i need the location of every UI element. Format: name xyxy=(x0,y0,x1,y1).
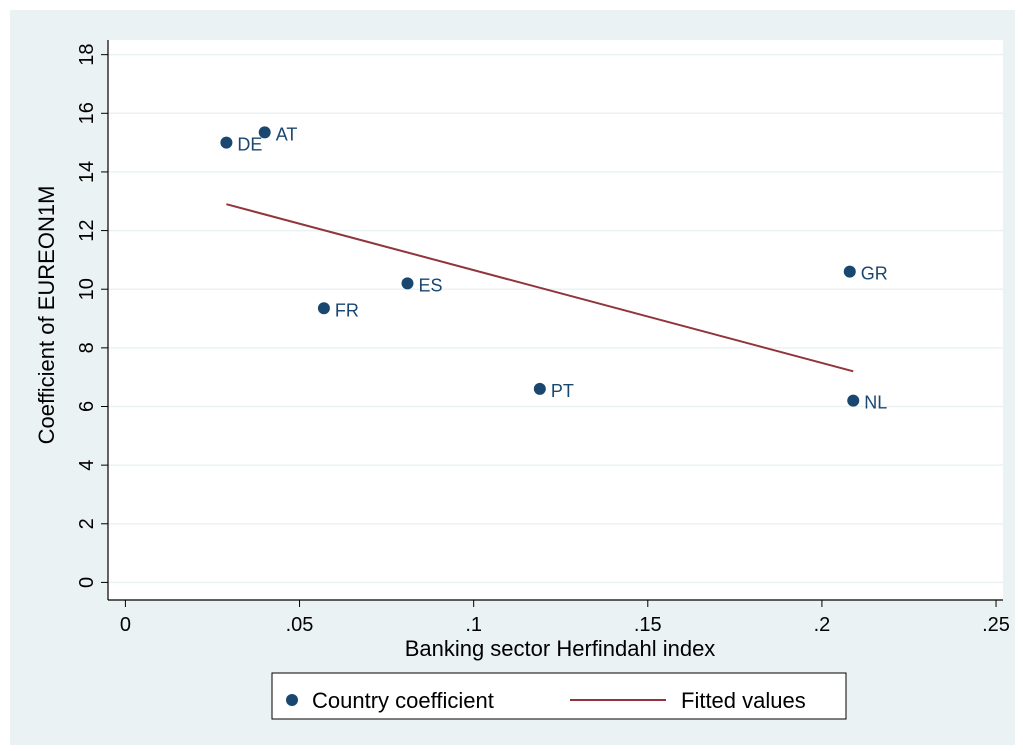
y-tick-label: 2 xyxy=(76,518,98,529)
scatter-points-layer: DE AT FR ES PT GR NL xyxy=(220,124,888,413)
y-tick-label: 10 xyxy=(76,278,98,300)
fitted-line-layer xyxy=(226,203,854,373)
x-tick-label: 0 xyxy=(120,614,131,636)
y-axis-title: Coefficient of EUREON1M xyxy=(34,186,59,445)
data-point-fr xyxy=(317,302,330,315)
x-tick-label: .05 xyxy=(286,614,314,636)
grid-lines xyxy=(108,53,1003,584)
data-point-es xyxy=(401,277,414,290)
y-axis-ticks: 0 2 4 6 8 10 12 14 16 18 xyxy=(76,44,108,588)
data-point-de xyxy=(220,136,233,149)
legend-marker-country-coefficient xyxy=(286,694,298,706)
data-point-gr xyxy=(843,265,856,278)
y-tick-label: 4 xyxy=(76,460,98,471)
plot-area xyxy=(108,40,1003,600)
data-point-nl xyxy=(847,394,860,407)
point-label-nl: NL xyxy=(864,393,887,413)
chart-frame: 0 2 4 6 8 10 12 14 16 18 0 .05 .1 .15 .2 .25 DE AT FR ES P… xyxy=(10,10,1015,745)
legend-box xyxy=(271,672,847,720)
point-label-fr: FR xyxy=(335,300,359,320)
x-axis-ticks: 0 .05 .1 .15 .2 .25 xyxy=(120,600,1010,636)
point-label-at: AT xyxy=(276,124,298,144)
y-tick-label: 0 xyxy=(76,577,98,588)
y-tick-label: 16 xyxy=(76,102,98,124)
point-label-de: DE xyxy=(237,135,262,155)
y-tick-label: 12 xyxy=(76,219,98,241)
y-tick-label: 6 xyxy=(76,401,98,412)
point-label-pt: PT xyxy=(551,381,574,401)
y-tick-label: 18 xyxy=(76,44,98,66)
legend: Country coefficient Fitted values xyxy=(271,672,847,720)
x-axis-title: Banking sector Herfindahl index xyxy=(405,636,716,661)
fitted-values-line xyxy=(226,203,854,373)
data-point-pt xyxy=(533,382,546,395)
data-point-at xyxy=(258,126,271,139)
y-tick-label: 14 xyxy=(76,161,98,183)
y-tick-label: 8 xyxy=(76,342,98,353)
legend-label-fitted-values: Fitted values xyxy=(681,688,806,713)
x-tick-label: .2 xyxy=(814,614,831,636)
x-tick-label: .1 xyxy=(465,614,482,636)
legend-label-country-coefficient: Country coefficient xyxy=(312,688,494,713)
point-label-es: ES xyxy=(418,275,442,295)
x-tick-label: .25 xyxy=(982,614,1010,636)
x-tick-label: .15 xyxy=(634,614,662,636)
scatter-chart: 0 2 4 6 8 10 12 14 16 18 0 .05 .1 .15 .2 .25 DE AT FR ES P… xyxy=(34,40,1010,720)
point-label-gr: GR xyxy=(861,264,888,284)
